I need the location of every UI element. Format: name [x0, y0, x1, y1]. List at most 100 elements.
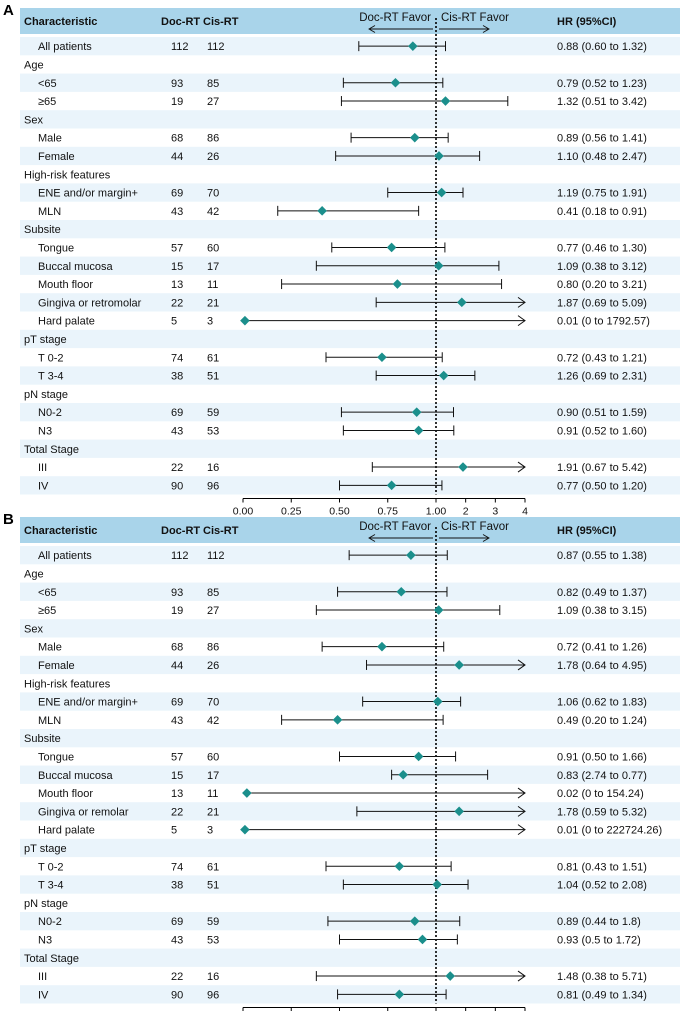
hr-marker: [396, 586, 407, 597]
hr-marker: [454, 660, 464, 670]
cis-rt-count: 70: [207, 188, 219, 200]
cis-rt-count: 26: [207, 660, 219, 672]
row-label: N3: [38, 425, 52, 437]
hr-ci-text: 0.87 (0.55 to 1.38): [557, 550, 647, 562]
panel-letter: B: [3, 511, 14, 528]
hr-ci-text: 1.78 (0.59 to 5.32): [557, 806, 647, 818]
doc-rt-count: 68: [171, 642, 183, 654]
doc-rt-count: 44: [171, 151, 183, 163]
row-label: ENE and/or margin+: [38, 697, 138, 709]
header-band: [20, 8, 680, 34]
hr-ci-text: 0.91 (0.50 to 1.66): [557, 751, 647, 763]
row-stripe: [20, 948, 680, 967]
hr-ci-text: 0.82 (0.49 to 1.37): [557, 587, 647, 599]
ci-arrow-right: [517, 315, 526, 327]
group-label: Sex: [24, 114, 43, 126]
hr-ci-text: 0.83 (2.74 to 0.77): [557, 770, 647, 782]
hr-marker: [417, 934, 428, 945]
doc-rt-count: 22: [171, 806, 183, 818]
hr-marker: [398, 769, 408, 780]
cis-rt-count: 21: [207, 297, 219, 309]
row-label: ENE and/or margin+: [38, 188, 138, 200]
row-stripe: [20, 329, 680, 349]
cis-rt-count: 21: [207, 806, 219, 818]
hr-ci-text: 1.32 (0.51 to 3.42): [557, 96, 647, 108]
hr-ci-text: 1.19 (0.75 to 1.91): [557, 188, 647, 200]
row-label: <65: [38, 587, 57, 599]
cis-rt-count: 53: [207, 425, 219, 437]
row-stripe: [20, 619, 680, 638]
group-label: pN stage: [24, 898, 68, 910]
x-tick-label: 1.00: [426, 506, 447, 518]
cis-rt-count: 26: [207, 151, 219, 163]
hr-marker: [432, 879, 442, 890]
doc-rt-count: 93: [171, 78, 183, 90]
hr-ci-text: 0.81 (0.43 to 1.51): [557, 861, 647, 873]
hr-marker: [394, 989, 405, 1000]
group-label: Subsite: [24, 224, 61, 236]
hr-marker: [454, 806, 464, 817]
hr-ci-text: 0.80 (0.20 to 3.21): [557, 279, 647, 291]
hr-ci-text: 1.04 (0.52 to 2.08): [557, 880, 647, 892]
doc-rt-count: 69: [171, 697, 183, 709]
panel-letter: A: [3, 2, 14, 19]
hr-marker: [413, 425, 424, 436]
column-header-cis-rt: Cis-RT: [203, 16, 239, 28]
row-label: Buccal mucosa: [38, 770, 113, 782]
row-label: T 0-2: [38, 352, 63, 364]
hr-marker: [409, 132, 420, 143]
hr-ci-text: 0.72 (0.43 to 1.21): [557, 352, 647, 364]
x-tick-label: 0.00: [233, 506, 254, 518]
group-label: Age: [24, 59, 44, 71]
row-stripe: [20, 655, 680, 675]
cis-rt-count: 86: [207, 133, 219, 145]
column-header-cis-rt: Cis-RT: [203, 525, 239, 537]
row-stripe: [20, 220, 680, 239]
row-label: ≥65: [38, 96, 56, 108]
hr-marker: [413, 751, 424, 762]
cis-rt-count: 16: [207, 971, 219, 983]
favor-arrow-left-head: [368, 25, 376, 33]
hr-marker: [242, 788, 252, 798]
row-label: T 0-2: [38, 861, 63, 873]
column-header-hr: HR (95%CI): [557, 16, 617, 28]
cis-rt-count: 51: [207, 880, 219, 892]
hr-marker: [390, 77, 401, 88]
hr-marker: [432, 696, 443, 707]
row-label: N0-2: [38, 407, 62, 419]
row-label: Tongue: [38, 242, 74, 254]
row-stripe: [20, 293, 680, 312]
group-label: Age: [24, 568, 44, 580]
row-label: IV: [38, 989, 49, 1001]
hr-ci-text: 0.01 (0 to 222724.26): [557, 825, 662, 837]
favor-label-cis: Cis-RT Favor: [441, 12, 509, 24]
group-label: High-risk features: [24, 169, 111, 181]
group-label: Total Stage: [24, 444, 79, 456]
hr-marker: [392, 279, 403, 289]
row-stripe: [20, 366, 680, 385]
hr-marker: [317, 206, 327, 216]
hr-ci-text: 1.09 (0.38 to 3.15): [557, 605, 647, 617]
doc-rt-count: 69: [171, 188, 183, 200]
hr-marker: [436, 187, 447, 198]
cis-rt-count: 60: [207, 242, 219, 254]
ci-arrow-right: [517, 461, 526, 473]
favor-arrow-left-head: [368, 534, 376, 542]
hr-ci-text: 1.10 (0.48 to 2.47): [557, 151, 647, 163]
hr-marker: [438, 370, 449, 381]
hr-marker: [240, 824, 250, 835]
row-stripe: [20, 110, 680, 129]
cis-rt-count: 85: [207, 587, 219, 599]
doc-rt-count: 5: [171, 316, 177, 328]
row-label: Gingiva or remolar: [38, 806, 129, 818]
group-label: pT stage: [24, 843, 67, 855]
doc-rt-count: 69: [171, 916, 183, 928]
hr-marker: [240, 315, 250, 326]
hr-ci-text: 0.89 (0.56 to 1.41): [557, 133, 647, 145]
doc-rt-count: 112: [171, 550, 189, 562]
hr-marker: [394, 861, 405, 872]
hr-marker: [386, 242, 397, 253]
row-stripe: [20, 183, 680, 202]
cis-rt-count: 59: [207, 916, 219, 928]
